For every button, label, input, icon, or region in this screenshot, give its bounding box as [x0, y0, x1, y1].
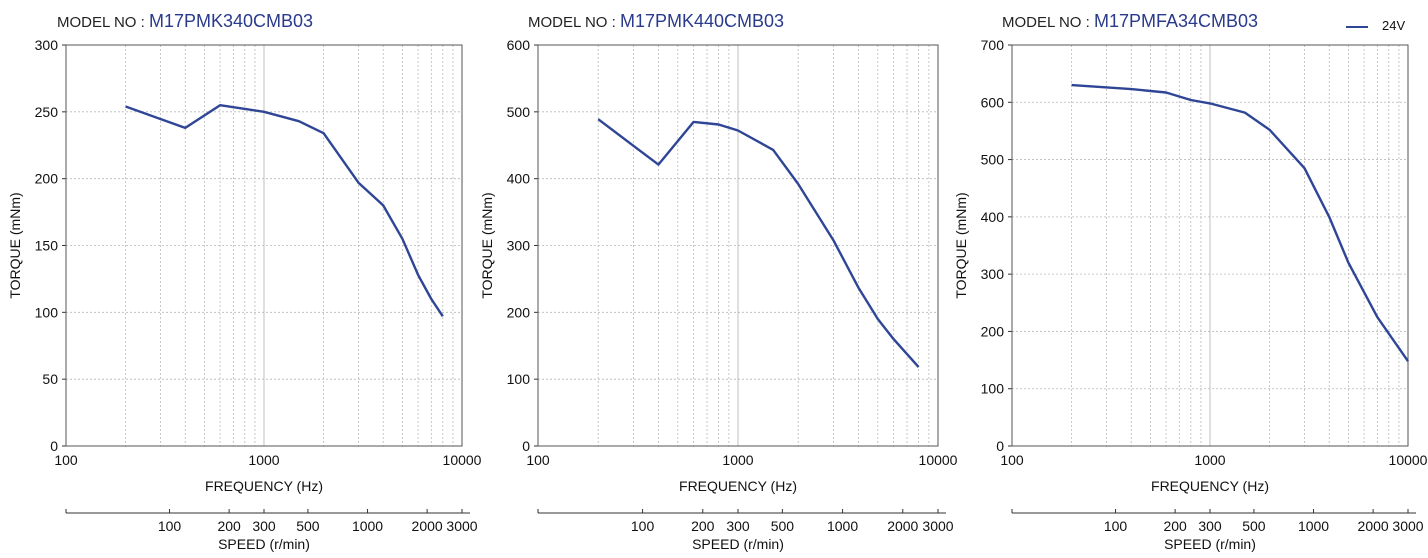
speed-tick-label: 500 — [296, 518, 320, 534]
y-tick-label: 400 — [507, 171, 531, 187]
speed-tick-label: 100 — [158, 518, 182, 534]
speed-tick-label: 300 — [252, 518, 276, 534]
x-tick-label: 1000 — [1194, 452, 1225, 468]
y-tick-label: 100 — [35, 304, 59, 320]
y-tick-label: 600 — [507, 37, 531, 53]
speed-tick-label: 3000 — [446, 518, 477, 534]
speed-tick-label: 500 — [771, 518, 795, 534]
x-tick-label: 100 — [54, 452, 78, 468]
speed-axis-title: SPEED (r/min) — [1164, 536, 1256, 552]
model-title: MODEL NO : M17PMFA34CMB03 — [1002, 11, 1258, 32]
series-line-24v — [125, 103, 444, 317]
chart-panel-2: MODEL NO : M17PMK440CMB03 0 100 200 300 400 5… — [476, 0, 958, 558]
speed-tick-label: 200 — [1163, 518, 1187, 534]
y-tick-label: 200 — [35, 171, 59, 187]
speed-tick-label: 200 — [691, 518, 715, 534]
y-tick-label: 200 — [981, 323, 1005, 339]
y-tick-label: 300 — [981, 266, 1005, 282]
y-tick-label: 250 — [35, 104, 59, 120]
y-tick-label: 300 — [35, 37, 59, 53]
model-number: M17PMFA34CMB03 — [1093, 11, 1259, 31]
chart-panel-3: MODEL NO : M17PMFA34CMB03 0 100 200 300 400 5… — [952, 0, 1428, 558]
model-label: MODEL NO : — [528, 14, 620, 31]
x-tick-label: 100 — [1000, 452, 1024, 468]
legend: 24V — [1346, 18, 1405, 33]
y-tick-label: 500 — [981, 152, 1005, 168]
x-tick-label: 1000 — [722, 452, 753, 468]
speed-tick-label: 2000 — [887, 518, 918, 534]
speed-axis-title: SPEED (r/min) — [218, 536, 310, 552]
x-tick-label: 10000 — [919, 452, 958, 468]
y-tick-label: 400 — [981, 209, 1005, 225]
model-number: M17PMK340CMB03 — [148, 11, 314, 31]
speed-tick-label: 300 — [726, 518, 750, 534]
y-tick-label: 100 — [981, 381, 1005, 397]
y-tick-label: 0 — [522, 438, 530, 454]
x-axis-title: FREQUENCY (Hz) — [679, 478, 797, 494]
speed-tick-label: 2000 — [412, 518, 443, 534]
speed-tick-label: 2000 — [1358, 518, 1389, 534]
speed-tick-label: 1000 — [827, 518, 858, 534]
model-label: MODEL NO : — [1002, 14, 1094, 31]
y-axis-title: TORQUE (mNm) — [479, 192, 495, 298]
speed-tick-label: 500 — [1242, 518, 1266, 534]
y-tick-label: 100 — [507, 371, 531, 387]
speed-tick-label: 1000 — [352, 518, 383, 534]
y-tick-label: 200 — [507, 304, 531, 320]
x-axis-title: FREQUENCY (Hz) — [205, 478, 323, 494]
y-tick-label: 600 — [981, 94, 1005, 110]
x-tick-label: 1000 — [248, 452, 279, 468]
y-tick-label: 50 — [42, 371, 58, 387]
speed-tick-label: 100 — [1104, 518, 1128, 534]
y-tick-label: 0 — [50, 438, 58, 454]
torque-chart: 0 50 100 150 200 250 300 100 1000 10000 FREQUENCY … — [7, 37, 482, 552]
model-title: MODEL NO : M17PMK340CMB03 — [57, 11, 313, 32]
x-axis-title: FREQUENCY (Hz) — [1151, 478, 1269, 494]
speed-tick-label: 3000 — [922, 518, 953, 534]
y-tick-label: 0 — [996, 438, 1004, 454]
legend-line-swatch — [1346, 25, 1368, 28]
x-tick-label: 10000 — [443, 452, 482, 468]
y-axis-title: TORQUE (mNm) — [7, 192, 23, 298]
series-line-24v — [597, 118, 920, 368]
series-line-24v — [1071, 83, 1409, 362]
y-tick-label: 500 — [507, 104, 531, 120]
plot-frame — [537, 44, 939, 447]
speed-tick-label: 3000 — [1392, 518, 1423, 534]
speed-tick-label: 200 — [217, 518, 241, 534]
chart-panel-1: MODEL NO : M17PMK340CMB03 0 50 100 150 200 25… — [0, 0, 482, 558]
y-tick-label: 700 — [981, 37, 1005, 53]
speed-tick-label: 100 — [631, 518, 655, 534]
speed-tick-label: 300 — [1198, 518, 1222, 534]
y-tick-label: 300 — [507, 238, 531, 254]
y-tick-label: 150 — [35, 238, 59, 254]
y-axis-title: TORQUE (mNm) — [953, 192, 969, 298]
model-title: MODEL NO : M17PMK440CMB03 — [528, 11, 784, 32]
speed-tick-label: 1000 — [1298, 518, 1329, 534]
x-tick-label: 10000 — [1389, 452, 1428, 468]
plot-frame — [1011, 44, 1409, 447]
plot-frame — [65, 44, 463, 447]
speed-axis-title: SPEED (r/min) — [692, 536, 784, 552]
x-tick-label: 100 — [526, 452, 550, 468]
legend-label: 24V — [1382, 18, 1406, 33]
model-number: M17PMK440CMB03 — [619, 11, 785, 31]
model-label: MODEL NO : — [57, 14, 149, 31]
